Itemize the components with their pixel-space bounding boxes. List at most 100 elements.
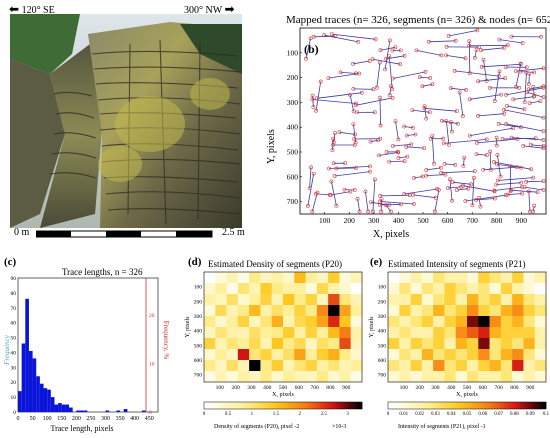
colorbar-segment	[409, 402, 412, 409]
heatmap-cell	[204, 305, 216, 317]
heatmap-cell	[350, 338, 363, 350]
heatmap-cell	[410, 327, 423, 339]
trace-node	[541, 146, 546, 151]
trace-node	[402, 159, 407, 164]
trace-node	[378, 60, 382, 65]
trace-node	[461, 183, 466, 188]
trace-node	[426, 39, 431, 44]
heatmap-cell	[316, 294, 329, 306]
heatmap-cell	[489, 316, 502, 328]
heatmap-cell	[328, 283, 340, 295]
intensity-cells	[388, 272, 547, 383]
heatmap-cell	[294, 283, 306, 295]
x-tick-label: 600	[479, 385, 488, 391]
x-tick-label: 800	[326, 385, 335, 391]
trace-node	[432, 161, 436, 166]
density-xticks: 100 200 300 400 500 600 700 800 900	[216, 385, 351, 391]
colorbar-segment	[393, 402, 397, 409]
y-tick-label: 200	[378, 299, 387, 305]
trace-node	[374, 85, 379, 90]
y-tick-label: 80	[11, 291, 17, 297]
trace-node	[396, 150, 401, 155]
trace-node	[525, 90, 530, 95]
heatmap-cell	[260, 360, 272, 372]
trace-node	[411, 125, 415, 130]
trace-node	[384, 150, 389, 154]
colorbar-segment	[225, 402, 228, 409]
colorbar-segment	[272, 402, 276, 409]
trace-line	[413, 194, 436, 199]
heatmap-cell	[204, 371, 216, 383]
trace-line	[331, 33, 376, 40]
y-tick-label: 200	[287, 73, 299, 82]
trace-line	[489, 151, 492, 170]
heatmap-cell	[226, 305, 239, 317]
trace-node	[467, 71, 472, 76]
heatmap-cell	[478, 338, 490, 350]
colorbar-segment	[448, 402, 452, 409]
histogram-bar	[28, 350, 33, 412]
heatmap-cell	[523, 360, 535, 372]
trace-node	[314, 108, 319, 113]
heatmap-cell	[249, 327, 261, 339]
trace-node	[504, 122, 509, 126]
y-tick-label: 700	[194, 373, 203, 379]
heatmap-cell	[489, 349, 502, 361]
trace-line	[339, 131, 356, 135]
colorbar-segment	[246, 402, 250, 409]
heatmap-cell	[305, 327, 318, 339]
heatmap-cell	[421, 305, 434, 317]
trace-map-frame	[299, 27, 547, 215]
heatmap-cell	[421, 272, 434, 284]
trace-line	[412, 109, 430, 113]
heatmap-cell	[421, 294, 434, 306]
trace-line	[424, 106, 427, 119]
heatmap-cell	[260, 272, 272, 284]
heatmap-cell	[388, 327, 400, 339]
trace-node	[454, 109, 459, 114]
heatmap-cell	[316, 338, 329, 350]
trace-node	[357, 71, 362, 76]
heatmap-cell	[339, 283, 351, 295]
heatmap-cell	[328, 338, 340, 350]
heatmap-cell	[350, 305, 363, 317]
heatmap-cell	[204, 349, 216, 361]
heatmap-cell	[294, 360, 306, 372]
y-tick-label: 300	[194, 314, 203, 320]
outcrop-photo	[10, 14, 242, 228]
panel-b-xlabel: X, pixels	[373, 229, 410, 240]
trace-line	[450, 87, 467, 91]
histogram-bar	[105, 410, 110, 412]
colorbar-segment	[388, 402, 391, 409]
trace-node	[453, 162, 458, 167]
heatmap-cell	[260, 305, 272, 317]
trace-line	[380, 46, 396, 51]
outcrop-photo-drawing	[10, 14, 242, 228]
heatmap-cell	[316, 371, 329, 383]
heatmap-cell	[489, 294, 502, 306]
trace-node	[435, 187, 440, 191]
heatmap-cell	[523, 294, 535, 306]
trace-node	[481, 57, 486, 62]
panel-b-letter: (b)	[304, 42, 319, 56]
heatmap-cell	[283, 305, 295, 317]
colorbar-segment	[443, 402, 447, 409]
trace-line	[506, 123, 544, 132]
colorbar-segment	[340, 402, 344, 409]
heatmap-cell	[399, 338, 411, 350]
heatmap-cell	[271, 349, 284, 361]
heatmap-cell	[455, 305, 468, 317]
trace-node	[538, 99, 543, 104]
heatmap-cell	[534, 316, 547, 328]
colorbar-segment	[322, 402, 326, 409]
heatmap-cell	[399, 327, 411, 339]
heatmap-cell	[421, 316, 434, 328]
trace-node	[399, 202, 403, 207]
trace-node	[354, 101, 359, 106]
x-tick-label: 300	[368, 216, 380, 225]
colorbar-segment	[422, 402, 426, 409]
trace-node	[414, 48, 419, 53]
heatmap-cell	[478, 316, 490, 328]
trace-line	[476, 138, 518, 144]
density-heatmap: 100 200 300 400 500 600 700 800 900 100 200 300 400…	[185, 271, 363, 430]
